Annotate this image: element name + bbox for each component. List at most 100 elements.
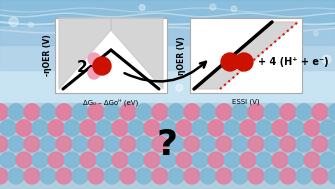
Circle shape — [224, 120, 240, 136]
Circle shape — [322, 55, 331, 64]
Circle shape — [48, 120, 64, 136]
Circle shape — [71, 50, 82, 60]
Circle shape — [64, 152, 80, 168]
Circle shape — [176, 152, 192, 168]
Circle shape — [0, 104, 8, 120]
Bar — [0, 0, 335, 70]
Circle shape — [144, 120, 160, 136]
Circle shape — [288, 120, 304, 136]
Circle shape — [144, 120, 160, 136]
Circle shape — [16, 120, 32, 136]
Circle shape — [152, 168, 168, 184]
Circle shape — [296, 136, 312, 152]
Circle shape — [288, 120, 304, 136]
Circle shape — [168, 168, 184, 184]
Circle shape — [176, 84, 183, 91]
Circle shape — [184, 136, 200, 152]
Circle shape — [264, 61, 270, 68]
Circle shape — [328, 104, 335, 120]
Text: ESSI (V): ESSI (V) — [232, 99, 260, 105]
Circle shape — [56, 136, 72, 152]
Circle shape — [272, 120, 288, 136]
Circle shape — [192, 120, 208, 136]
Circle shape — [314, 31, 319, 36]
Circle shape — [208, 120, 224, 136]
Circle shape — [256, 120, 272, 136]
Circle shape — [288, 152, 304, 168]
Circle shape — [248, 104, 264, 120]
Text: ?: ? — [156, 128, 178, 162]
Bar — [0, 0, 335, 25]
Circle shape — [112, 120, 128, 136]
Bar — [55, 18, 167, 93]
Circle shape — [32, 120, 48, 136]
Circle shape — [264, 136, 280, 152]
Bar — [190, 18, 302, 93]
Circle shape — [192, 152, 208, 168]
Circle shape — [240, 152, 256, 168]
Circle shape — [96, 152, 112, 168]
Circle shape — [224, 120, 240, 136]
Circle shape — [312, 136, 328, 152]
Text: + 4 (H⁺ + e⁻): + 4 (H⁺ + e⁻) — [258, 57, 329, 67]
Circle shape — [320, 120, 335, 136]
Circle shape — [168, 104, 184, 120]
Circle shape — [8, 104, 24, 120]
Circle shape — [96, 120, 112, 136]
Circle shape — [276, 68, 282, 74]
Circle shape — [56, 104, 72, 120]
Circle shape — [296, 168, 312, 184]
Circle shape — [264, 168, 280, 184]
Circle shape — [32, 152, 48, 168]
Circle shape — [87, 80, 96, 89]
Circle shape — [80, 120, 96, 136]
Circle shape — [168, 104, 184, 120]
Circle shape — [8, 104, 24, 120]
Circle shape — [104, 104, 120, 120]
Circle shape — [24, 136, 40, 152]
Circle shape — [216, 104, 232, 120]
Circle shape — [56, 168, 72, 184]
Circle shape — [160, 120, 176, 136]
Circle shape — [136, 136, 152, 152]
Circle shape — [24, 168, 40, 184]
Circle shape — [128, 152, 144, 168]
Circle shape — [272, 152, 288, 168]
Circle shape — [104, 104, 120, 120]
Circle shape — [208, 152, 224, 168]
Text: -ηOER (V): -ηOER (V) — [43, 35, 52, 76]
Circle shape — [104, 168, 120, 184]
Circle shape — [231, 6, 237, 12]
Circle shape — [64, 120, 80, 136]
Circle shape — [216, 104, 232, 120]
Circle shape — [120, 136, 136, 152]
Circle shape — [120, 104, 136, 120]
Circle shape — [216, 168, 232, 184]
Circle shape — [152, 104, 168, 120]
Circle shape — [72, 104, 88, 120]
Circle shape — [320, 120, 335, 136]
Circle shape — [144, 152, 160, 168]
Circle shape — [296, 104, 312, 120]
Circle shape — [275, 51, 286, 62]
Circle shape — [168, 136, 184, 152]
Circle shape — [0, 104, 8, 120]
Circle shape — [128, 120, 144, 136]
Circle shape — [0, 120, 16, 136]
Circle shape — [320, 152, 335, 168]
Polygon shape — [194, 22, 298, 89]
Circle shape — [312, 104, 328, 120]
Circle shape — [304, 120, 320, 136]
Circle shape — [152, 136, 168, 152]
Circle shape — [88, 104, 104, 120]
Circle shape — [40, 104, 56, 120]
Circle shape — [328, 136, 335, 152]
Circle shape — [280, 104, 296, 120]
Circle shape — [16, 152, 32, 168]
Circle shape — [200, 104, 216, 120]
Text: 2: 2 — [77, 60, 87, 75]
Circle shape — [264, 104, 280, 120]
Circle shape — [88, 136, 104, 152]
Circle shape — [304, 120, 320, 136]
Circle shape — [136, 168, 152, 184]
